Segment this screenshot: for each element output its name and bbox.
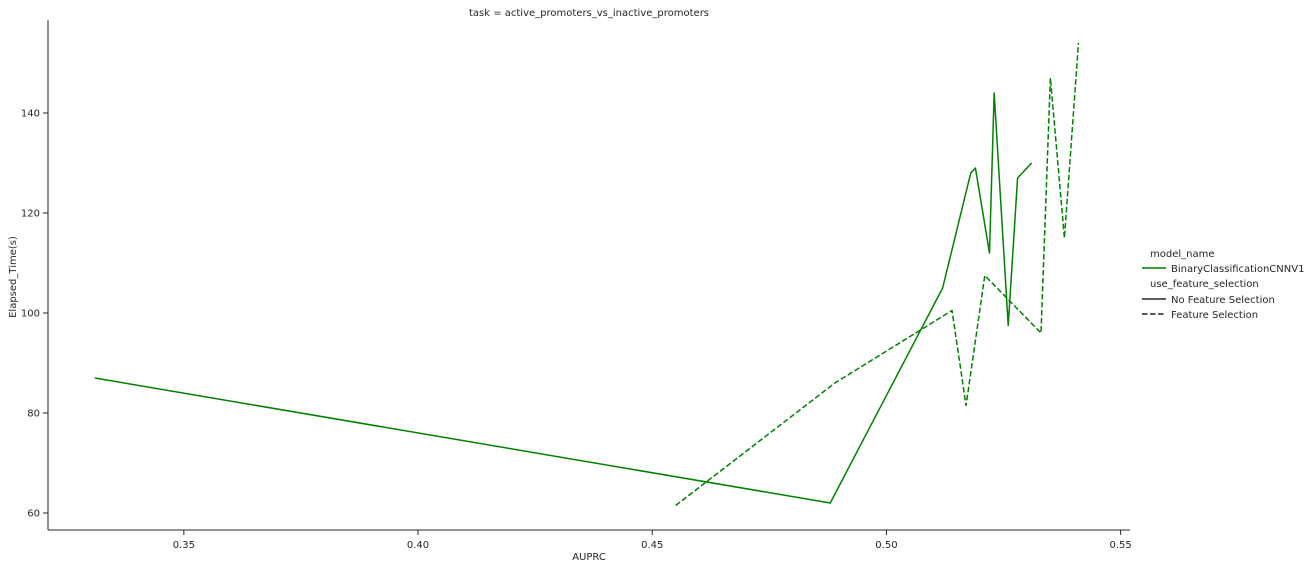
y-axis-label: Elapsed_Time(s) (8, 236, 19, 318)
x-axis-label: AUPRC (572, 552, 606, 563)
legend-label-no-feature-selection: No Feature Selection (1171, 295, 1275, 306)
legend-label-binaryclassificationcnnv1: BinaryClassificationCNNV1 (1171, 264, 1304, 275)
axes (47, 20, 1130, 531)
x-tick-label: 0.50 (875, 540, 897, 551)
x-tick-label: 0.35 (173, 540, 195, 551)
legend-style-title: use_feature_selection (1150, 279, 1259, 290)
y-tick-label: 140 (21, 109, 40, 120)
series-layer (94, 42, 1080, 507)
chart-title: task = active_promoters_vs_inactive_prom… (469, 8, 709, 19)
y-ticks: 60 80 100 120 140 (21, 109, 48, 520)
x-tick-label: 0.55 (1109, 540, 1131, 551)
x-ticks: 0.35 0.40 0.45 0.50 0.55 (173, 530, 1132, 551)
y-tick-label: 60 (27, 509, 40, 520)
x-tick-label: 0.40 (407, 540, 429, 551)
y-tick-label: 80 (27, 409, 40, 420)
y-tick-label: 120 (21, 209, 40, 220)
series-line-no-feature-selection (94, 92, 1033, 504)
legend: model_name BinaryClassificationCNNV1 use… (1142, 249, 1304, 321)
legend-label-feature-selection: Feature Selection (1171, 310, 1258, 321)
x-tick-label: 0.45 (641, 540, 663, 551)
series-line-feature-selection (675, 42, 1080, 507)
legend-hue-title: model_name (1150, 249, 1215, 260)
y-tick-label: 100 (21, 309, 40, 320)
